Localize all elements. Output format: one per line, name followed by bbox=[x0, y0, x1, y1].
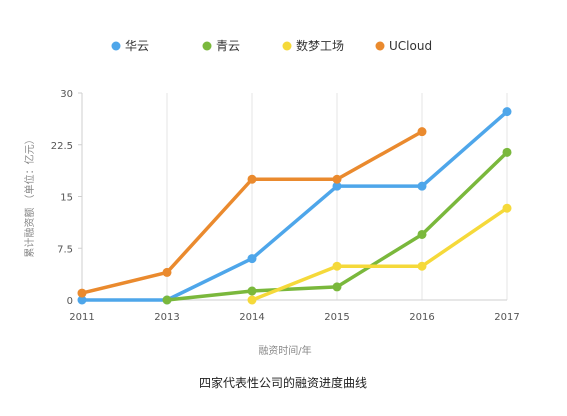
legend-label: UCloud bbox=[389, 39, 432, 53]
series-1 bbox=[77, 107, 512, 305]
legend-marker bbox=[375, 41, 385, 51]
data-point bbox=[247, 286, 257, 296]
legend: 华云 青云 数梦工场 UCloud bbox=[111, 38, 432, 53]
legend-item-1: 华云 bbox=[111, 39, 149, 53]
x-tick-label: 2015 bbox=[324, 312, 349, 323]
series-3 bbox=[247, 203, 512, 305]
legend-marker bbox=[202, 41, 212, 51]
data-point bbox=[247, 295, 257, 305]
y-axis-title: 累计融资额 （单位：亿元） bbox=[23, 134, 36, 257]
data-point bbox=[332, 174, 342, 184]
legend-marker bbox=[111, 41, 121, 51]
x-tick-label: 2014 bbox=[239, 312, 264, 323]
series-4 bbox=[77, 127, 427, 298]
legend-label: 华云 bbox=[125, 39, 149, 53]
data-point bbox=[77, 288, 87, 298]
data-point bbox=[417, 229, 427, 239]
data-point bbox=[332, 282, 342, 292]
data-point bbox=[77, 295, 87, 305]
legend-label: 青云 bbox=[216, 39, 240, 53]
y-tick-label: 15 bbox=[60, 193, 73, 204]
data-point bbox=[417, 181, 427, 191]
x-tick-label: 2016 bbox=[409, 312, 434, 323]
legend-item-2: 青云 bbox=[202, 39, 240, 53]
legend-marker bbox=[282, 41, 292, 51]
y-tick-label: 22.5 bbox=[51, 141, 73, 152]
data-point bbox=[162, 295, 172, 305]
series-group bbox=[77, 107, 512, 305]
series-line bbox=[250, 206, 509, 302]
data-point bbox=[417, 261, 427, 271]
legend-label: 数梦工场 bbox=[296, 38, 344, 53]
x-tick-label: 2013 bbox=[154, 312, 179, 323]
x-tick-label: 2011 bbox=[69, 312, 94, 323]
data-point bbox=[247, 174, 257, 184]
series-2 bbox=[162, 147, 512, 305]
data-point bbox=[502, 147, 512, 157]
series-line bbox=[80, 109, 509, 302]
data-point bbox=[332, 261, 342, 271]
chart-caption: 四家代表性公司的融资进度曲线 bbox=[199, 375, 367, 390]
data-point bbox=[502, 107, 512, 117]
x-tick-label: 2017 bbox=[494, 312, 519, 323]
y-tick-label: 0 bbox=[67, 296, 73, 307]
y-tick-label: 7.5 bbox=[57, 244, 73, 255]
data-point bbox=[417, 127, 427, 137]
data-point bbox=[332, 181, 342, 191]
data-point bbox=[247, 254, 257, 264]
legend-item-4: UCloud bbox=[375, 39, 432, 53]
data-point bbox=[162, 267, 172, 277]
x-axis-title: 融资时间/年 bbox=[258, 344, 311, 357]
legend-item-3: 数梦工场 bbox=[282, 38, 344, 53]
y-tick-label: 30 bbox=[60, 89, 73, 100]
data-point bbox=[502, 203, 512, 213]
